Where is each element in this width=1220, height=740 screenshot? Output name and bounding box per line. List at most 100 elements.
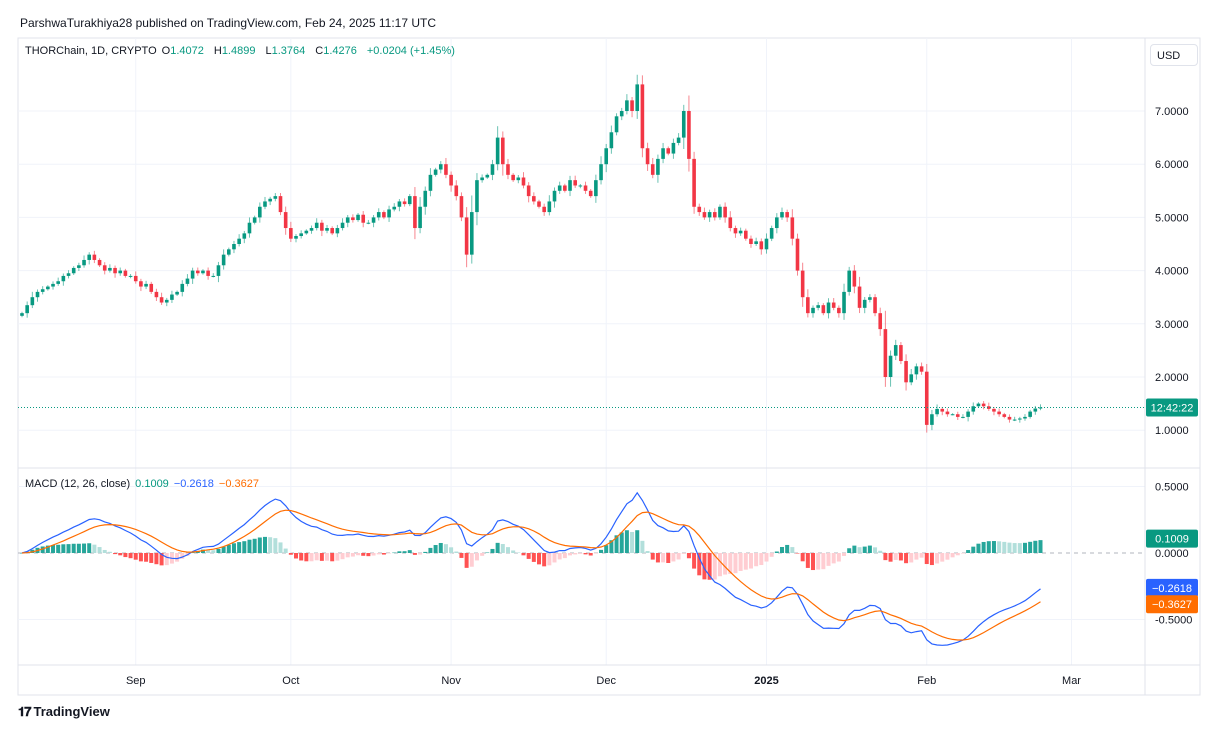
candle-up — [754, 241, 758, 244]
candle-down — [449, 174, 453, 186]
candle-up — [950, 414, 955, 416]
candle-up — [273, 196, 278, 199]
candle-down — [563, 185, 567, 191]
histogram-bar — [991, 541, 996, 553]
time-tick-label: 2025 — [754, 675, 778, 687]
candle-down — [542, 206, 546, 213]
countdown-tag: 12:42:22 — [1151, 402, 1194, 414]
time-tick-label: Dec — [596, 675, 616, 687]
histogram-bar — [562, 553, 567, 559]
histogram-bar — [940, 553, 945, 562]
histogram-bar — [381, 553, 386, 555]
histogram-bar — [278, 542, 283, 553]
candle-down — [733, 228, 738, 234]
histogram-bar — [252, 538, 257, 553]
histogram-bar — [769, 553, 774, 557]
histogram-bar — [180, 553, 185, 559]
candle-down — [666, 148, 671, 154]
histogram-bar — [743, 553, 748, 570]
candle-down — [320, 222, 324, 231]
histogram-bar — [707, 553, 712, 580]
signal-value-tag: −0.3627 — [1152, 599, 1192, 611]
candle-down — [692, 158, 696, 207]
candle-up — [490, 164, 495, 175]
candle-down — [955, 414, 960, 417]
candle-up — [1012, 419, 1017, 421]
candle-down — [501, 137, 505, 165]
histogram-bar — [107, 551, 112, 553]
histogram-bar — [557, 553, 562, 560]
histogram-bar — [102, 549, 107, 553]
candle-down — [800, 270, 805, 298]
histogram-bar — [231, 543, 236, 553]
histogram-bar — [51, 545, 56, 553]
price-tick-label: 6.0000 — [1155, 159, 1189, 171]
histogram-bar — [929, 553, 934, 566]
macd-value-tag-bg — [1146, 578, 1198, 597]
histogram-bar — [138, 553, 143, 562]
candles — [20, 74, 1043, 433]
macd-lines — [21, 491, 1041, 646]
macd-line — [21, 491, 1041, 646]
tradingview-logo: 𝟏𝟕 TradingView — [18, 704, 110, 720]
countdown-tag-bg — [1146, 398, 1198, 417]
candle-up — [418, 206, 422, 229]
candle-up — [1023, 416, 1027, 419]
candle-up — [961, 416, 965, 418]
candle-up — [180, 283, 185, 292]
candle-down — [532, 196, 536, 202]
histogram-bar — [697, 553, 702, 576]
histogram-bar — [113, 553, 118, 555]
candle-down — [806, 297, 810, 314]
price-tags: 12:42:22 0.1009 −0.2618 −0.3627 — [18, 398, 1198, 614]
candle-up — [170, 294, 174, 300]
histogram-bar — [412, 553, 417, 555]
candle-down — [289, 228, 293, 239]
candle-up — [888, 355, 893, 377]
candle-up — [227, 249, 231, 255]
candle-down — [583, 185, 588, 191]
histogram-bar — [723, 553, 728, 575]
histogram-bar — [573, 553, 578, 555]
histogram-bar — [537, 553, 541, 565]
candle-down — [361, 214, 366, 223]
histogram-bar — [1012, 543, 1017, 553]
candle-down — [506, 164, 510, 175]
candle-down — [97, 259, 102, 266]
published-by-text: ParshwaTurakhiya28 published on TradingV… — [20, 16, 437, 30]
histogram-bar — [805, 553, 810, 568]
candle-up — [35, 291, 40, 298]
candle-down — [413, 196, 417, 229]
histogram-bar — [945, 553, 950, 560]
histogram-bar — [671, 553, 676, 562]
histogram-bar — [800, 553, 805, 562]
histogram-bar — [997, 541, 1002, 553]
histogram-bar — [661, 553, 666, 563]
candle-up — [30, 297, 35, 306]
candle-down — [454, 185, 459, 197]
histogram-bar — [702, 553, 707, 580]
candle-down — [630, 100, 634, 111]
candle-up — [707, 212, 712, 218]
candle-down — [790, 217, 795, 239]
histogram-bar — [309, 553, 314, 562]
histogram-bar — [350, 553, 355, 557]
candle-up — [108, 267, 112, 271]
histogram-bar — [237, 542, 242, 553]
macd-title[interactable]: MACD (12, 26, close) — [25, 478, 131, 490]
candle-down — [712, 212, 717, 218]
candle-down — [981, 403, 986, 407]
symbol-name[interactable]: THORChain, 1D, CRYPTO — [25, 45, 157, 57]
histogram-bar — [356, 553, 361, 556]
histogram-bar — [883, 553, 888, 561]
candle-down — [526, 185, 531, 197]
candle-up — [1028, 411, 1032, 417]
candle-up — [619, 111, 624, 117]
histogram-bar — [914, 553, 919, 560]
candle-down — [537, 201, 541, 207]
histogram-bar — [443, 544, 448, 553]
currency-button[interactable]: USD — [1150, 44, 1198, 66]
candle-up — [211, 275, 216, 277]
candle-up — [190, 270, 195, 279]
